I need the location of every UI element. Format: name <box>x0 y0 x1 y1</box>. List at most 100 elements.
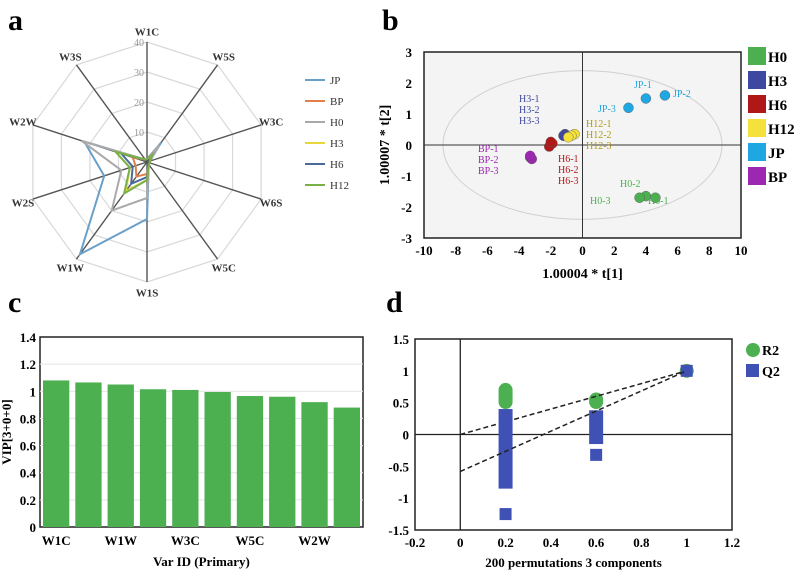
vip-bar <box>107 384 134 527</box>
x-tick-label: 0.6 <box>588 535 605 550</box>
y-tick-label: 0.5 <box>393 396 410 411</box>
x-tick-label: 0.4 <box>543 535 560 550</box>
x-tick-label: W1W <box>105 533 138 548</box>
radar-axis-label: W6S <box>260 197 283 209</box>
vip-bar <box>75 382 102 527</box>
y-tick-label: -1 <box>398 491 409 506</box>
x-tick-label: -6 <box>482 243 493 258</box>
x-tick-label: 6 <box>674 243 681 258</box>
x-tick-label: 0.2 <box>497 535 513 550</box>
panel-label-c: c <box>8 286 21 319</box>
y-tick-label: 1.2 <box>20 357 36 372</box>
point-label: JP-3 <box>598 104 616 115</box>
point-label: H6-2 <box>558 165 579 176</box>
legend-label: H6 <box>768 98 788 114</box>
x-tick-label: 4 <box>643 243 650 258</box>
score-point <box>634 192 645 203</box>
radar-axis-label: W1C <box>135 27 160 39</box>
radar-tick-label: 40 <box>134 38 144 49</box>
point-label: H12-1 <box>586 119 612 130</box>
y-tick-label: 3 <box>406 45 413 60</box>
y-tick-label: 0 <box>30 520 37 535</box>
permutation-R2-range <box>498 382 513 410</box>
y-tick-label: 0 <box>406 138 413 153</box>
permutation-test-plot: -0.2 0 0.2 0.4 0.6 0.8 1 1.2 -1.5 -1 -0.5 0 0.5 1 1.5 2… <box>388 332 779 570</box>
y-tick-label: 1 <box>406 107 413 122</box>
radar-axis-line <box>146 161 262 200</box>
point-label: H0-1 <box>648 196 669 207</box>
point-label: H6-1 <box>558 154 579 165</box>
radar-series-H0 <box>80 139 161 213</box>
point-label: H3-3 <box>519 116 540 127</box>
legend-swatch <box>746 364 759 377</box>
score-point <box>563 132 574 143</box>
point-label: BP-3 <box>478 166 499 177</box>
legend-label: H12 <box>330 180 349 192</box>
radar-axis-label: W3C <box>259 117 284 129</box>
panel-label-a: a <box>8 4 23 37</box>
legend-label: JP <box>768 146 785 162</box>
score-point <box>640 93 652 104</box>
point-label: JP-1 <box>634 80 652 91</box>
y-tick-label: 0.6 <box>20 439 37 454</box>
permutation-Q2-range <box>589 410 604 445</box>
x-tick-label: -0.2 <box>405 535 426 550</box>
legend-swatch <box>748 143 766 161</box>
regression-line-Q2 <box>459 370 688 473</box>
radar-tick-label: 10 <box>134 128 144 139</box>
y-tick-label: 0.2 <box>20 493 36 508</box>
score-point <box>623 102 634 114</box>
point-label: BP-2 <box>478 155 499 166</box>
y-tick-label: -0.5 <box>388 459 409 474</box>
x-tick-label: -2 <box>545 243 556 258</box>
x-tick-label: 2 <box>611 243 618 258</box>
permutation-Q2-point <box>680 364 693 377</box>
x-axis-label: 1.00004 * t[1] <box>542 267 623 282</box>
x-tick-label: 1.2 <box>724 535 740 550</box>
legend-label: H6 <box>330 159 344 171</box>
panel-label-d: d <box>386 286 403 319</box>
radar-axis-label: W2S <box>12 197 35 209</box>
y-tick-label: -1 <box>401 169 412 184</box>
y-axis-label: 1.00007 * t[2] <box>378 105 393 186</box>
legend-swatch <box>746 343 760 357</box>
vip-bar <box>269 396 296 527</box>
x-tick-label: 0 <box>457 535 464 550</box>
x-tick-label: 8 <box>706 243 713 258</box>
radar-axis-line <box>146 161 219 260</box>
regression-line-R2 <box>460 370 687 436</box>
x-tick-label: W1C <box>42 533 71 548</box>
legend-label: Q2 <box>762 365 780 380</box>
point-label: JP-2 <box>673 89 691 100</box>
legend-swatch <box>748 167 766 185</box>
point-label: H12-3 <box>586 141 612 152</box>
legend-label: H3 <box>768 74 787 90</box>
radar-axis-label: W3S <box>59 51 82 63</box>
x-axis-label: 200 permutations 3 components <box>485 555 662 570</box>
y-tick-label: -2 <box>401 200 412 215</box>
y-tick-label: 0.4 <box>20 466 37 481</box>
x-tick-label: 0.8 <box>633 535 650 550</box>
x-tick-label: 10 <box>735 243 748 258</box>
vip-bar-chart: 0 0.2 0.4 0.6 0.8 1 1.2 1.4 W1C W1W W3C W5C W2W Var I… <box>0 330 364 569</box>
legend-label: H3 <box>330 138 344 150</box>
legend-label: H0 <box>330 117 344 129</box>
y-tick-label: 1 <box>403 364 410 379</box>
permutation-Q2-point <box>499 508 512 521</box>
point-label: H12-2 <box>586 130 612 141</box>
y-tick-label: 2 <box>406 76 413 91</box>
point-label: H0-3 <box>590 196 611 207</box>
radar-axis-line <box>75 64 148 163</box>
radar-axis-label: W5S <box>212 51 235 63</box>
x-tick-label: -4 <box>514 243 525 258</box>
y-tick-label: -3 <box>401 231 412 246</box>
legend-swatch <box>748 95 766 113</box>
legend-label: BP <box>768 170 787 186</box>
vip-bar <box>43 380 70 527</box>
radar-axis-line <box>32 161 148 200</box>
y-tick-label: 0.8 <box>20 411 37 426</box>
y-tick-label: 1.5 <box>393 332 410 347</box>
